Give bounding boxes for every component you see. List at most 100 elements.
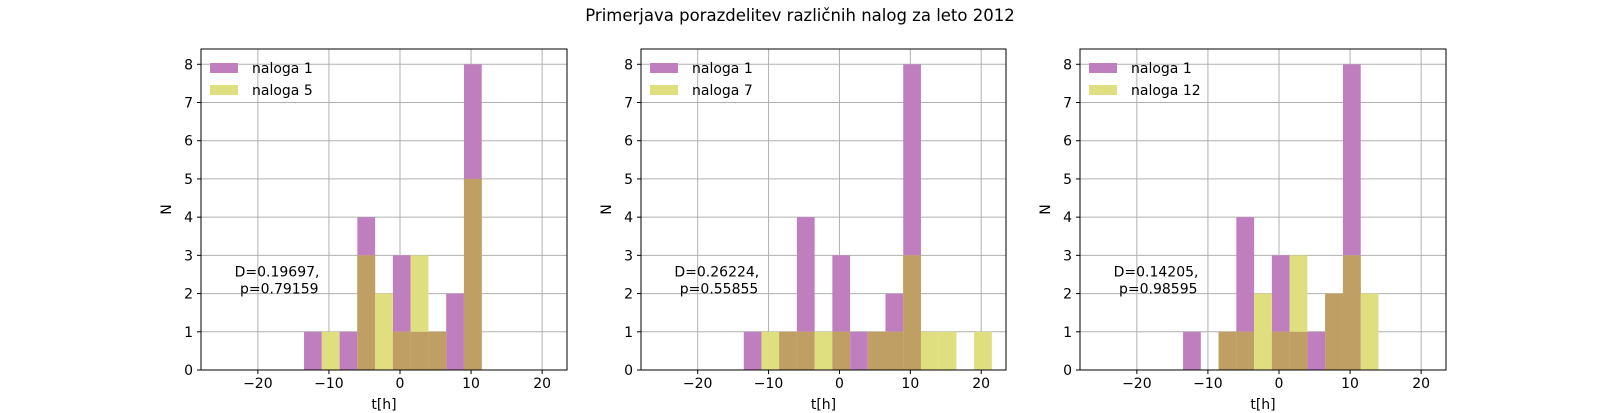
y-tick-label: 3 bbox=[624, 248, 633, 264]
y-tick-label: 5 bbox=[184, 172, 193, 188]
y-tick-label: 0 bbox=[1063, 363, 1072, 379]
bar-naloga-7 bbox=[920, 331, 939, 370]
y-tick-label: 1 bbox=[624, 325, 633, 341]
x-axis-label: t[h] bbox=[811, 397, 836, 413]
x-tick-label: −20 bbox=[243, 376, 273, 392]
legend-swatch bbox=[650, 85, 678, 95]
x-tick-label: −10 bbox=[1193, 376, 1223, 392]
stats-annotation-line: D=0.19697, bbox=[235, 264, 320, 280]
y-axis-label: N bbox=[599, 204, 615, 214]
bar-overlap bbox=[1271, 331, 1290, 370]
bar-overlap bbox=[832, 331, 851, 370]
y-tick-label: 6 bbox=[1063, 134, 1072, 150]
bar-naloga-1 bbox=[1183, 331, 1201, 370]
legend-label: naloga 1 bbox=[692, 61, 753, 77]
bar-naloga-12 bbox=[1254, 293, 1272, 370]
x-tick-label: 0 bbox=[396, 376, 405, 392]
x-tick-label: −10 bbox=[754, 376, 784, 392]
bar-overlap bbox=[903, 255, 921, 370]
y-tick-label: 1 bbox=[1063, 325, 1072, 341]
x-axis-label: t[h] bbox=[1250, 397, 1275, 413]
y-tick-label: 7 bbox=[624, 96, 633, 112]
axes-frame bbox=[1079, 48, 1447, 371]
legend-swatch bbox=[1089, 85, 1117, 95]
bar-overlap bbox=[1325, 293, 1343, 370]
bar-overlap bbox=[796, 331, 815, 370]
y-tick-label: 1 bbox=[184, 325, 193, 341]
x-tick-label: 10 bbox=[1341, 376, 1359, 392]
bar-overlap bbox=[779, 331, 797, 370]
y-tick-label: 4 bbox=[184, 210, 193, 226]
x-tick-label: −10 bbox=[314, 376, 344, 392]
bar-naloga-1 bbox=[850, 331, 868, 370]
y-tick-label: 6 bbox=[624, 134, 633, 150]
y-tick-label: 2 bbox=[184, 287, 193, 303]
y-tick-label: 5 bbox=[624, 172, 633, 188]
y-tick-label: 7 bbox=[184, 96, 193, 112]
y-tick-label: 6 bbox=[184, 134, 193, 150]
y-tick-label: 3 bbox=[1063, 248, 1072, 264]
bar-naloga-1 bbox=[1307, 331, 1326, 370]
bar-overlap bbox=[867, 331, 886, 370]
histogram-panel-2: −20 −10 0 10 20 0 1 2 3 4 5 6 7 8 t[h] N D=0.26224, p=0.… bbox=[599, 48, 1007, 413]
y-tick-label: 4 bbox=[1063, 210, 1072, 226]
x-tick-label: 10 bbox=[901, 376, 919, 392]
y-tick-label: 7 bbox=[1063, 96, 1072, 112]
y-tick-label: 0 bbox=[624, 363, 633, 379]
y-axis-label: N bbox=[159, 204, 175, 214]
legend-label: naloga 12 bbox=[1131, 83, 1201, 99]
histogram-panel-3: −20 −10 0 10 20 0 1 2 3 4 5 6 7 8 t[h] N D=0.14205, p=0.… bbox=[1038, 48, 1447, 413]
bar-overlap bbox=[885, 331, 904, 370]
legend-label: naloga 5 bbox=[252, 83, 313, 99]
y-tick-label: 2 bbox=[1063, 287, 1072, 303]
bar-naloga-7 bbox=[814, 331, 833, 370]
axes-frame bbox=[640, 48, 1007, 371]
bar-naloga-7 bbox=[761, 331, 780, 370]
bar-naloga-5 bbox=[375, 293, 393, 370]
legend: naloga 1 naloga 7 bbox=[650, 61, 753, 99]
stats-annotation: D=0.14205, p=0.98595 bbox=[1114, 264, 1199, 297]
bar-overlap bbox=[357, 255, 376, 370]
x-axis-label: t[h] bbox=[371, 397, 396, 413]
bar-naloga-7 bbox=[974, 331, 992, 370]
legend-swatch bbox=[210, 85, 238, 95]
bar-naloga-1 bbox=[304, 331, 322, 370]
bar-naloga-1 bbox=[743, 331, 762, 370]
bar-overlap bbox=[1342, 255, 1361, 370]
x-tick-label: 0 bbox=[835, 376, 844, 392]
histogram-panel-1: −20 −10 0 10 20 0 1 2 3 4 5 6 7 8 t[h] N D=0.19697, p=0.… bbox=[159, 48, 568, 413]
legend: naloga 1 naloga 5 bbox=[210, 61, 313, 99]
legend-label: naloga 1 bbox=[252, 61, 313, 77]
x-tick-label: −20 bbox=[1122, 376, 1152, 392]
x-tick-label: 10 bbox=[462, 376, 480, 392]
stats-annotation: D=0.19697, p=0.79159 bbox=[235, 264, 320, 297]
x-tick-label: −20 bbox=[683, 376, 713, 392]
legend-label: naloga 1 bbox=[1131, 61, 1192, 77]
bar-overlap bbox=[1289, 331, 1308, 370]
bar-overlap bbox=[1218, 331, 1237, 370]
stats-annotation-line: D=0.26224, bbox=[674, 264, 759, 280]
legend-swatch bbox=[210, 63, 238, 73]
y-tick-label: 8 bbox=[1063, 57, 1072, 73]
bar-overlap bbox=[392, 331, 411, 370]
bar-overlap bbox=[1236, 331, 1255, 370]
y-tick-label: 2 bbox=[624, 287, 633, 303]
bar-overlap bbox=[428, 331, 447, 370]
y-axis-label: N bbox=[1038, 204, 1054, 214]
legend-swatch bbox=[650, 63, 678, 73]
y-tick-label: 8 bbox=[184, 57, 193, 73]
axes-frame bbox=[200, 48, 568, 371]
y-tick-label: 8 bbox=[624, 57, 633, 73]
x-tick-label: 20 bbox=[972, 376, 990, 392]
bar-naloga-1 bbox=[339, 331, 358, 370]
bar-naloga-5 bbox=[321, 331, 340, 370]
legend-label: naloga 7 bbox=[692, 83, 753, 99]
bar-naloga-1 bbox=[446, 293, 464, 370]
stats-annotation: D=0.26224, p=0.55855 bbox=[674, 264, 759, 297]
bar-naloga-12 bbox=[1360, 293, 1379, 370]
legend-swatch bbox=[1089, 63, 1117, 73]
stats-annotation-line: D=0.14205, bbox=[1114, 264, 1199, 280]
x-tick-label: 20 bbox=[533, 376, 551, 392]
stats-annotation-line: p=0.55855 bbox=[675, 281, 758, 297]
